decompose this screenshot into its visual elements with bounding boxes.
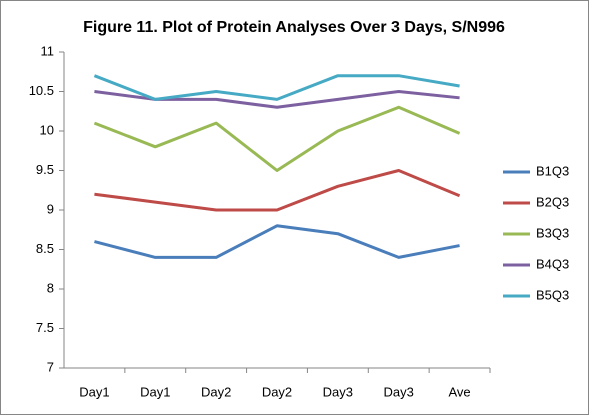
x-tick-label: Day2: [262, 384, 292, 399]
y-tick-label: 8.5: [36, 241, 54, 256]
x-tick-label: Ave: [448, 384, 470, 399]
legend-label: B1Q3: [536, 163, 569, 178]
x-tick-label: Day1: [79, 384, 109, 399]
legend-label: B4Q3: [536, 256, 569, 271]
x-tick-label: Day2: [201, 384, 231, 399]
legend-label: B2Q3: [536, 194, 569, 209]
series-line: [93, 105, 461, 172]
x-tick-label: Day3: [384, 384, 414, 399]
y-tick-label: 9: [47, 201, 54, 216]
y-tick-label: 11: [41, 43, 55, 58]
series-line: [94, 169, 461, 212]
y-tick-label: 10.5: [29, 83, 54, 98]
y-tick-label: 10: [40, 122, 54, 137]
y-tick-label: 9.5: [36, 162, 54, 177]
y-tick-label: 8: [47, 280, 54, 295]
legend-label: B5Q3: [536, 287, 569, 302]
x-tick-label: Day1: [140, 384, 170, 399]
series-line: [94, 224, 460, 259]
legend-label: B3Q3: [536, 225, 569, 240]
y-tick-label: 7.5: [36, 320, 54, 335]
x-tick-label: Day3: [323, 384, 353, 399]
series-line: [93, 74, 460, 101]
y-tick-label: 7: [47, 359, 54, 374]
chart-title: Figure 11. Plot of Protein Analyses Over…: [83, 19, 505, 36]
